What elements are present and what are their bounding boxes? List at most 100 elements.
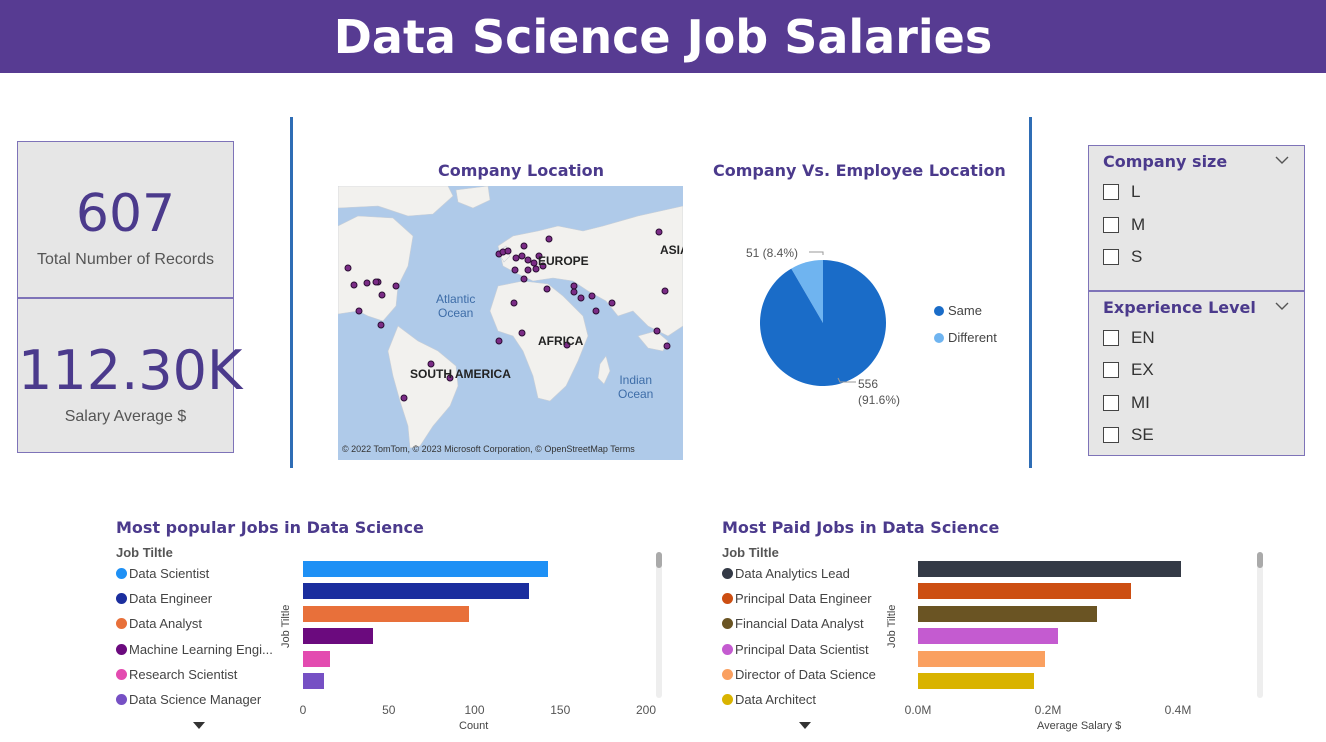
chevron-down-icon[interactable] — [1274, 298, 1290, 314]
popular-legend-more-arrow[interactable] — [193, 722, 205, 729]
total-records-label: Total Number of Records — [37, 251, 214, 268]
bar[interactable] — [303, 650, 331, 667]
map-label-europe: EUROPE — [538, 254, 589, 268]
bar[interactable] — [303, 561, 549, 577]
kpi-card-total-records[interactable]: 607 Total Number of Records — [17, 141, 234, 298]
paid-legend-title: Job Tiltle — [722, 545, 779, 560]
pie-slice-different[interactable] — [791, 260, 823, 323]
legend-dot — [722, 643, 733, 655]
legend-item[interactable]: Data Science Manager — [116, 692, 261, 707]
pie-slice-same[interactable] — [760, 260, 886, 386]
company-size-option-s[interactable]: S — [1103, 247, 1142, 267]
company-size-slicer[interactable]: Company size L M S — [1088, 145, 1305, 291]
bar[interactable] — [918, 583, 1132, 600]
legend-item[interactable]: Data Architect — [722, 692, 816, 707]
x-tick-label: 0.2M — [1034, 703, 1062, 717]
chevron-down-icon[interactable] — [1274, 152, 1290, 168]
x-tick-label: 50 — [382, 703, 396, 717]
bar[interactable] — [303, 628, 374, 645]
legend-label: Data Scientist — [129, 566, 210, 581]
checkbox[interactable] — [1103, 427, 1119, 443]
salary-average-value: 112.30K — [18, 339, 243, 402]
legend-dot — [116, 643, 127, 655]
checkbox[interactable] — [1103, 249, 1119, 265]
experience-level-slicer[interactable]: Experience Level EN EX MI SE — [1088, 291, 1305, 456]
legend-item[interactable]: Data Scientist — [116, 566, 209, 581]
bar[interactable] — [918, 561, 1182, 577]
pie-legend-different[interactable]: Different — [934, 330, 997, 345]
company-size-option-m[interactable]: M — [1103, 215, 1145, 235]
paid-scrollbar[interactable] — [1257, 552, 1263, 698]
option-label: L — [1131, 182, 1141, 201]
bar[interactable] — [303, 673, 324, 689]
pie-title: Company Vs. Employee Location — [713, 161, 1006, 180]
scroll-thumb[interactable] — [1257, 552, 1263, 568]
experience-option-se[interactable]: SE — [1103, 425, 1154, 445]
popular-legend-title: Job Tiltle — [116, 545, 173, 560]
legend-dot — [116, 568, 127, 579]
legend-item[interactable]: Director of Data Science — [722, 667, 876, 682]
legend-item[interactable]: Machine Learning Engi... — [116, 642, 273, 657]
pie-label-same-pct: (91.6%) — [858, 393, 901, 407]
scroll-thumb[interactable] — [656, 552, 662, 568]
option-label: M — [1131, 215, 1146, 234]
legend-label: Data Analytics Lead — [735, 566, 850, 581]
legend-item[interactable]: Principal Data Scientist — [722, 642, 869, 657]
paid-legend-more-arrow[interactable] — [799, 722, 811, 729]
kpi-card-salary-average[interactable]: 112.30K Salary Average $ — [17, 298, 243, 453]
legend-dot — [722, 668, 733, 680]
legend-item[interactable]: Data Analytics Lead — [722, 566, 850, 581]
pie-legend-same[interactable]: Same — [934, 303, 982, 318]
popular-scrollbar[interactable] — [656, 552, 662, 698]
option-label: MI — [1131, 393, 1150, 412]
paid-x-axis-title: Average Salary $ — [1037, 720, 1122, 732]
bar[interactable] — [303, 605, 470, 622]
legend-item[interactable]: Data Analyst — [116, 616, 202, 631]
left-divider — [290, 117, 293, 468]
bar[interactable] — [918, 650, 1045, 667]
map-label-atlantic: Atlantic Ocean — [436, 292, 476, 320]
experience-level-title: Experience Level — [1103, 298, 1256, 317]
legend-dot — [722, 694, 733, 705]
bar[interactable] — [918, 628, 1058, 645]
x-tick-label: 0.0M — [904, 703, 932, 717]
checkbox[interactable] — [1103, 362, 1119, 378]
company-size-option-l[interactable]: L — [1103, 182, 1140, 202]
x-tick-label: 100 — [464, 703, 485, 717]
checkbox[interactable] — [1103, 217, 1119, 233]
experience-option-mi[interactable]: MI — [1103, 393, 1150, 413]
map-land — [338, 186, 683, 449]
legend-item[interactable]: Data Engineer — [116, 591, 212, 606]
paid-jobs-title: Most Paid Jobs in Data Science — [722, 518, 1000, 537]
pie-label-different: 51 (8.4%) — [746, 246, 799, 260]
checkbox[interactable] — [1103, 395, 1119, 411]
checkbox[interactable] — [1103, 184, 1119, 200]
legend-item[interactable]: Research Scientist — [116, 667, 237, 682]
legend-label: Research Scientist — [129, 666, 238, 682]
option-label: EX — [1131, 360, 1154, 379]
legend-dot — [116, 694, 127, 705]
right-divider — [1029, 117, 1032, 468]
pie-chart[interactable] — [740, 240, 900, 410]
experience-option-en[interactable]: EN — [1103, 328, 1155, 348]
popular-x-axis-title: Count — [459, 720, 489, 732]
bar[interactable] — [918, 673, 1034, 689]
map-attribution[interactable]: © 2022 TomTom, © 2023 Microsoft Corporat… — [342, 444, 635, 454]
legend-dot — [722, 593, 733, 605]
legend-dot-same — [934, 305, 944, 316]
legend-item[interactable]: Financial Data Analyst — [722, 616, 864, 631]
map-label-africa: AFRICA — [538, 334, 584, 348]
bar[interactable] — [303, 583, 530, 600]
map-label-indian: Indian Ocean — [618, 373, 654, 401]
option-label: SE — [1131, 425, 1154, 444]
legend-label: Data Science Manager — [129, 692, 262, 707]
checkbox[interactable] — [1103, 330, 1119, 346]
legend-dot — [722, 568, 733, 579]
popular-y-axis-title: Job Tiltle — [280, 604, 292, 648]
experience-option-ex[interactable]: EX — [1103, 360, 1154, 380]
legend-item[interactable]: Principal Data Engineer — [722, 591, 872, 606]
bar[interactable] — [918, 605, 1097, 622]
x-tick-label: 0 — [299, 703, 307, 717]
